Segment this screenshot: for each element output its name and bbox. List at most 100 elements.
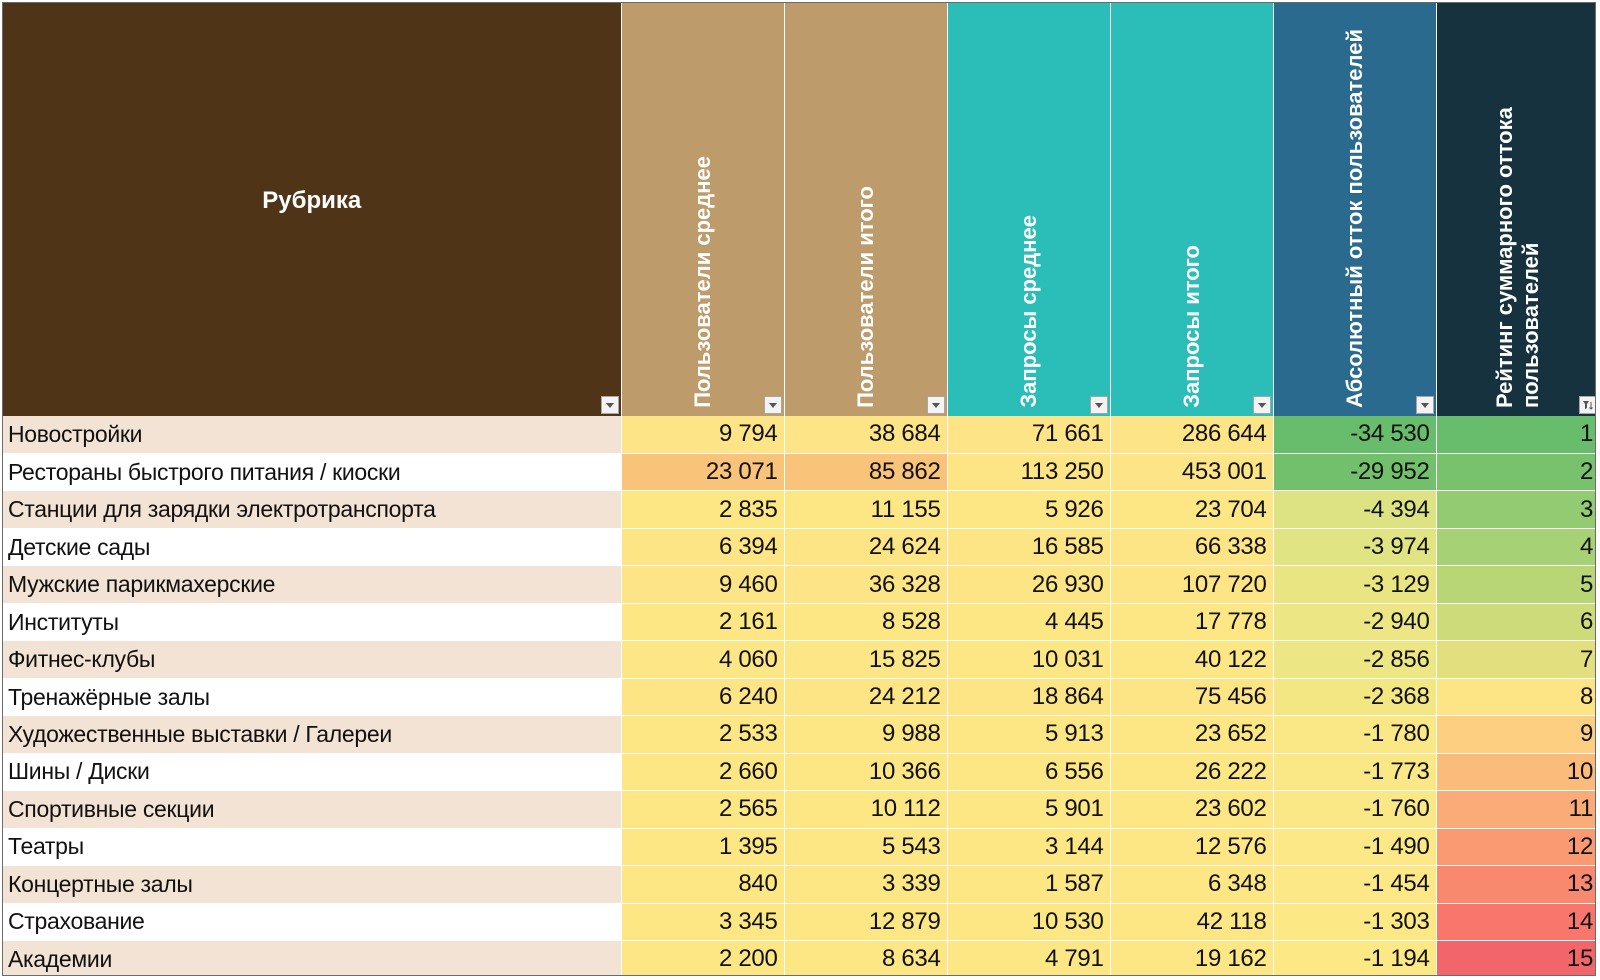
rubric-cell[interactable]: Детские сады [3, 528, 622, 567]
value-cell-requests-avg[interactable]: 1 587 [947, 865, 1111, 904]
value-cell-abs-churn[interactable]: -29 952 [1273, 453, 1437, 492]
column-header-users-total[interactable]: Пользователи итого [784, 3, 948, 416]
value-cell-requests-total[interactable]: 75 456 [1110, 678, 1274, 717]
value-cell-abs-churn[interactable]: -1 490 [1273, 828, 1437, 867]
value-cell-users-avg[interactable]: 6 394 [621, 528, 785, 567]
table-row[interactable]: Шины / Диски 2 660 10 366 6 556 26 222 -1 773… [3, 753, 1595, 792]
value-cell-users-avg[interactable]: 1 395 [621, 828, 785, 867]
value-cell-requests-avg[interactable]: 16 585 [947, 528, 1111, 567]
value-cell-requests-total[interactable]: 66 338 [1110, 528, 1274, 567]
column-header-requests-avg[interactable]: Запросы среднее [947, 3, 1111, 416]
value-cell-users-avg[interactable]: 2 565 [621, 790, 785, 829]
value-cell-churn-rating[interactable]: 9 [1436, 715, 1595, 754]
value-cell-abs-churn[interactable]: -1 780 [1273, 715, 1437, 754]
value-cell-users-avg[interactable]: 4 060 [621, 640, 785, 679]
column-header-churn-rating[interactable]: Рейтинг суммарного оттока пользователей [1436, 3, 1595, 416]
value-cell-abs-churn[interactable]: -1 773 [1273, 753, 1437, 792]
value-cell-users-total[interactable]: 8 634 [784, 940, 948, 975]
table-row[interactable]: Спортивные секции 2 565 10 112 5 901 23 602-… [3, 790, 1595, 829]
table-row[interactable]: Мужские парикмахерские 9 460 36 328 26 930 1… [3, 565, 1595, 604]
value-cell-churn-rating[interactable]: 7 [1436, 640, 1595, 679]
value-cell-churn-rating[interactable]: 1 [1436, 416, 1595, 454]
value-cell-requests-avg[interactable]: 26 930 [947, 565, 1111, 604]
rubric-cell[interactable]: Шины / Диски [3, 753, 622, 792]
value-cell-users-total[interactable]: 10 112 [784, 790, 948, 829]
dropdown-arrow-icon[interactable] [1089, 396, 1108, 414]
value-cell-churn-rating[interactable]: 4 [1436, 528, 1595, 567]
rubric-cell[interactable]: Художественные выставки / Галереи [3, 715, 622, 754]
value-cell-requests-avg[interactable]: 6 556 [947, 753, 1111, 792]
value-cell-churn-rating[interactable]: 12 [1436, 828, 1595, 867]
table-row[interactable]: Художественные выставки / Галереи 2 533 9 … [3, 715, 1595, 754]
value-cell-churn-rating[interactable]: 10 [1436, 753, 1595, 792]
value-cell-abs-churn[interactable]: -3 974 [1273, 528, 1437, 567]
value-cell-requests-avg[interactable]: 3 144 [947, 828, 1111, 867]
table-row[interactable]: Новостройки 9 794 38 684 71 661 286 644 -34 5… [3, 416, 1595, 454]
value-cell-users-total[interactable]: 3 339 [784, 865, 948, 904]
value-cell-users-total[interactable]: 12 879 [784, 903, 948, 942]
value-cell-users-avg[interactable]: 2 200 [621, 940, 785, 975]
table-row[interactable]: Детские сады 6 394 24 624 16 585 66 338 -3 97… [3, 528, 1595, 567]
value-cell-abs-churn[interactable]: -1 760 [1273, 790, 1437, 829]
value-cell-abs-churn[interactable]: -2 856 [1273, 640, 1437, 679]
value-cell-users-total[interactable]: 9 988 [784, 715, 948, 754]
rubric-cell[interactable]: Концертные залы [3, 865, 622, 904]
value-cell-churn-rating[interactable]: 6 [1436, 603, 1595, 642]
value-cell-users-total[interactable]: 36 328 [784, 565, 948, 604]
value-cell-requests-total[interactable]: 107 720 [1110, 565, 1274, 604]
value-cell-users-total[interactable]: 5 543 [784, 828, 948, 867]
rubric-cell[interactable]: Фитнес-клубы [3, 640, 622, 679]
value-cell-churn-rating[interactable]: 13 [1436, 865, 1595, 904]
value-cell-requests-total[interactable]: 453 001 [1110, 453, 1274, 492]
value-cell-requests-avg[interactable]: 4 445 [947, 603, 1111, 642]
column-header-users-avg[interactable]: Пользователи среднее [621, 3, 785, 416]
value-cell-requests-total[interactable]: 23 704 [1110, 490, 1274, 529]
value-cell-churn-rating[interactable]: 14 [1436, 903, 1595, 942]
value-cell-users-avg[interactable]: 9 794 [621, 416, 785, 454]
value-cell-requests-avg[interactable]: 5 901 [947, 790, 1111, 829]
value-cell-users-total[interactable]: 85 862 [784, 453, 948, 492]
value-cell-abs-churn[interactable]: -1 454 [1273, 865, 1437, 904]
table-row[interactable]: Концертные залы 840 3 339 1 587 6 348 -1 454 1… [3, 865, 1595, 904]
value-cell-requests-avg[interactable]: 113 250 [947, 453, 1111, 492]
rubric-cell[interactable]: Станции для зарядки электротранспорта [3, 490, 622, 529]
value-cell-abs-churn[interactable]: -1 194 [1273, 940, 1437, 975]
column-header-abs-churn[interactable]: Абсолютный отток пользователей [1273, 3, 1437, 416]
table-row[interactable]: Театры 1 395 5 543 3 144 12 576 -1 490 12 [3, 828, 1595, 867]
value-cell-abs-churn[interactable]: -1 303 [1273, 903, 1437, 942]
value-cell-users-avg[interactable]: 3 345 [621, 903, 785, 942]
value-cell-churn-rating[interactable]: 5 [1436, 565, 1595, 604]
rubric-cell[interactable]: Рестораны быстрого питания / киоски [3, 453, 622, 492]
value-cell-abs-churn[interactable]: -2 940 [1273, 603, 1437, 642]
value-cell-churn-rating[interactable]: 15 [1436, 940, 1595, 975]
value-cell-requests-total[interactable]: 23 652 [1110, 715, 1274, 754]
value-cell-requests-total[interactable]: 42 118 [1110, 903, 1274, 942]
rubric-cell[interactable]: Страхование [3, 903, 622, 942]
value-cell-requests-total[interactable]: 12 576 [1110, 828, 1274, 867]
column-header-rubric[interactable]: Рубрика [3, 3, 622, 416]
rubric-cell[interactable]: Академии [3, 940, 622, 975]
value-cell-users-total[interactable]: 11 155 [784, 490, 948, 529]
rubric-cell[interactable]: Институты [3, 603, 622, 642]
rubric-cell[interactable]: Спортивные секции [3, 790, 622, 829]
value-cell-users-avg[interactable]: 23 071 [621, 453, 785, 492]
value-cell-requests-avg[interactable]: 18 864 [947, 678, 1111, 717]
value-cell-requests-avg[interactable]: 10 031 [947, 640, 1111, 679]
table-row[interactable]: Фитнес-клубы 4 060 15 825 10 031 40 122 -2 85… [3, 640, 1595, 679]
value-cell-users-total[interactable]: 8 528 [784, 603, 948, 642]
table-row[interactable]: Страхование 3 345 12 879 10 530 42 118 -1 303… [3, 903, 1595, 942]
value-cell-requests-avg[interactable]: 4 791 [947, 940, 1111, 975]
table-row[interactable]: Рестораны быстрого питания / киоски 23 07… [3, 453, 1595, 492]
sort-filter-icon[interactable] [1579, 396, 1595, 414]
value-cell-churn-rating[interactable]: 2 [1436, 453, 1595, 492]
value-cell-users-avg[interactable]: 2 161 [621, 603, 785, 642]
value-cell-users-avg[interactable]: 2 660 [621, 753, 785, 792]
value-cell-users-avg[interactable]: 6 240 [621, 678, 785, 717]
value-cell-churn-rating[interactable]: 3 [1436, 490, 1595, 529]
value-cell-users-avg[interactable]: 2 835 [621, 490, 785, 529]
value-cell-requests-total[interactable]: 19 162 [1110, 940, 1274, 975]
value-cell-users-total[interactable]: 38 684 [784, 416, 948, 454]
value-cell-requests-total[interactable]: 23 602 [1110, 790, 1274, 829]
value-cell-users-total[interactable]: 24 212 [784, 678, 948, 717]
value-cell-abs-churn[interactable]: -3 129 [1273, 565, 1437, 604]
